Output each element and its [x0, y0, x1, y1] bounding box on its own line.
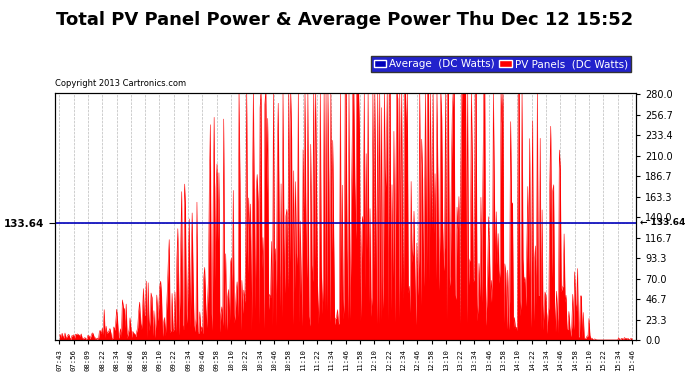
Text: ← 133.64: ← 133.64: [640, 218, 686, 227]
Legend: Average  (DC Watts), PV Panels  (DC Watts): Average (DC Watts), PV Panels (DC Watts): [371, 56, 631, 72]
Text: Total PV Panel Power & Average Power Thu Dec 12 15:52: Total PV Panel Power & Average Power Thu…: [57, 11, 633, 29]
Text: Copyright 2013 Cartronics.com: Copyright 2013 Cartronics.com: [55, 79, 186, 88]
